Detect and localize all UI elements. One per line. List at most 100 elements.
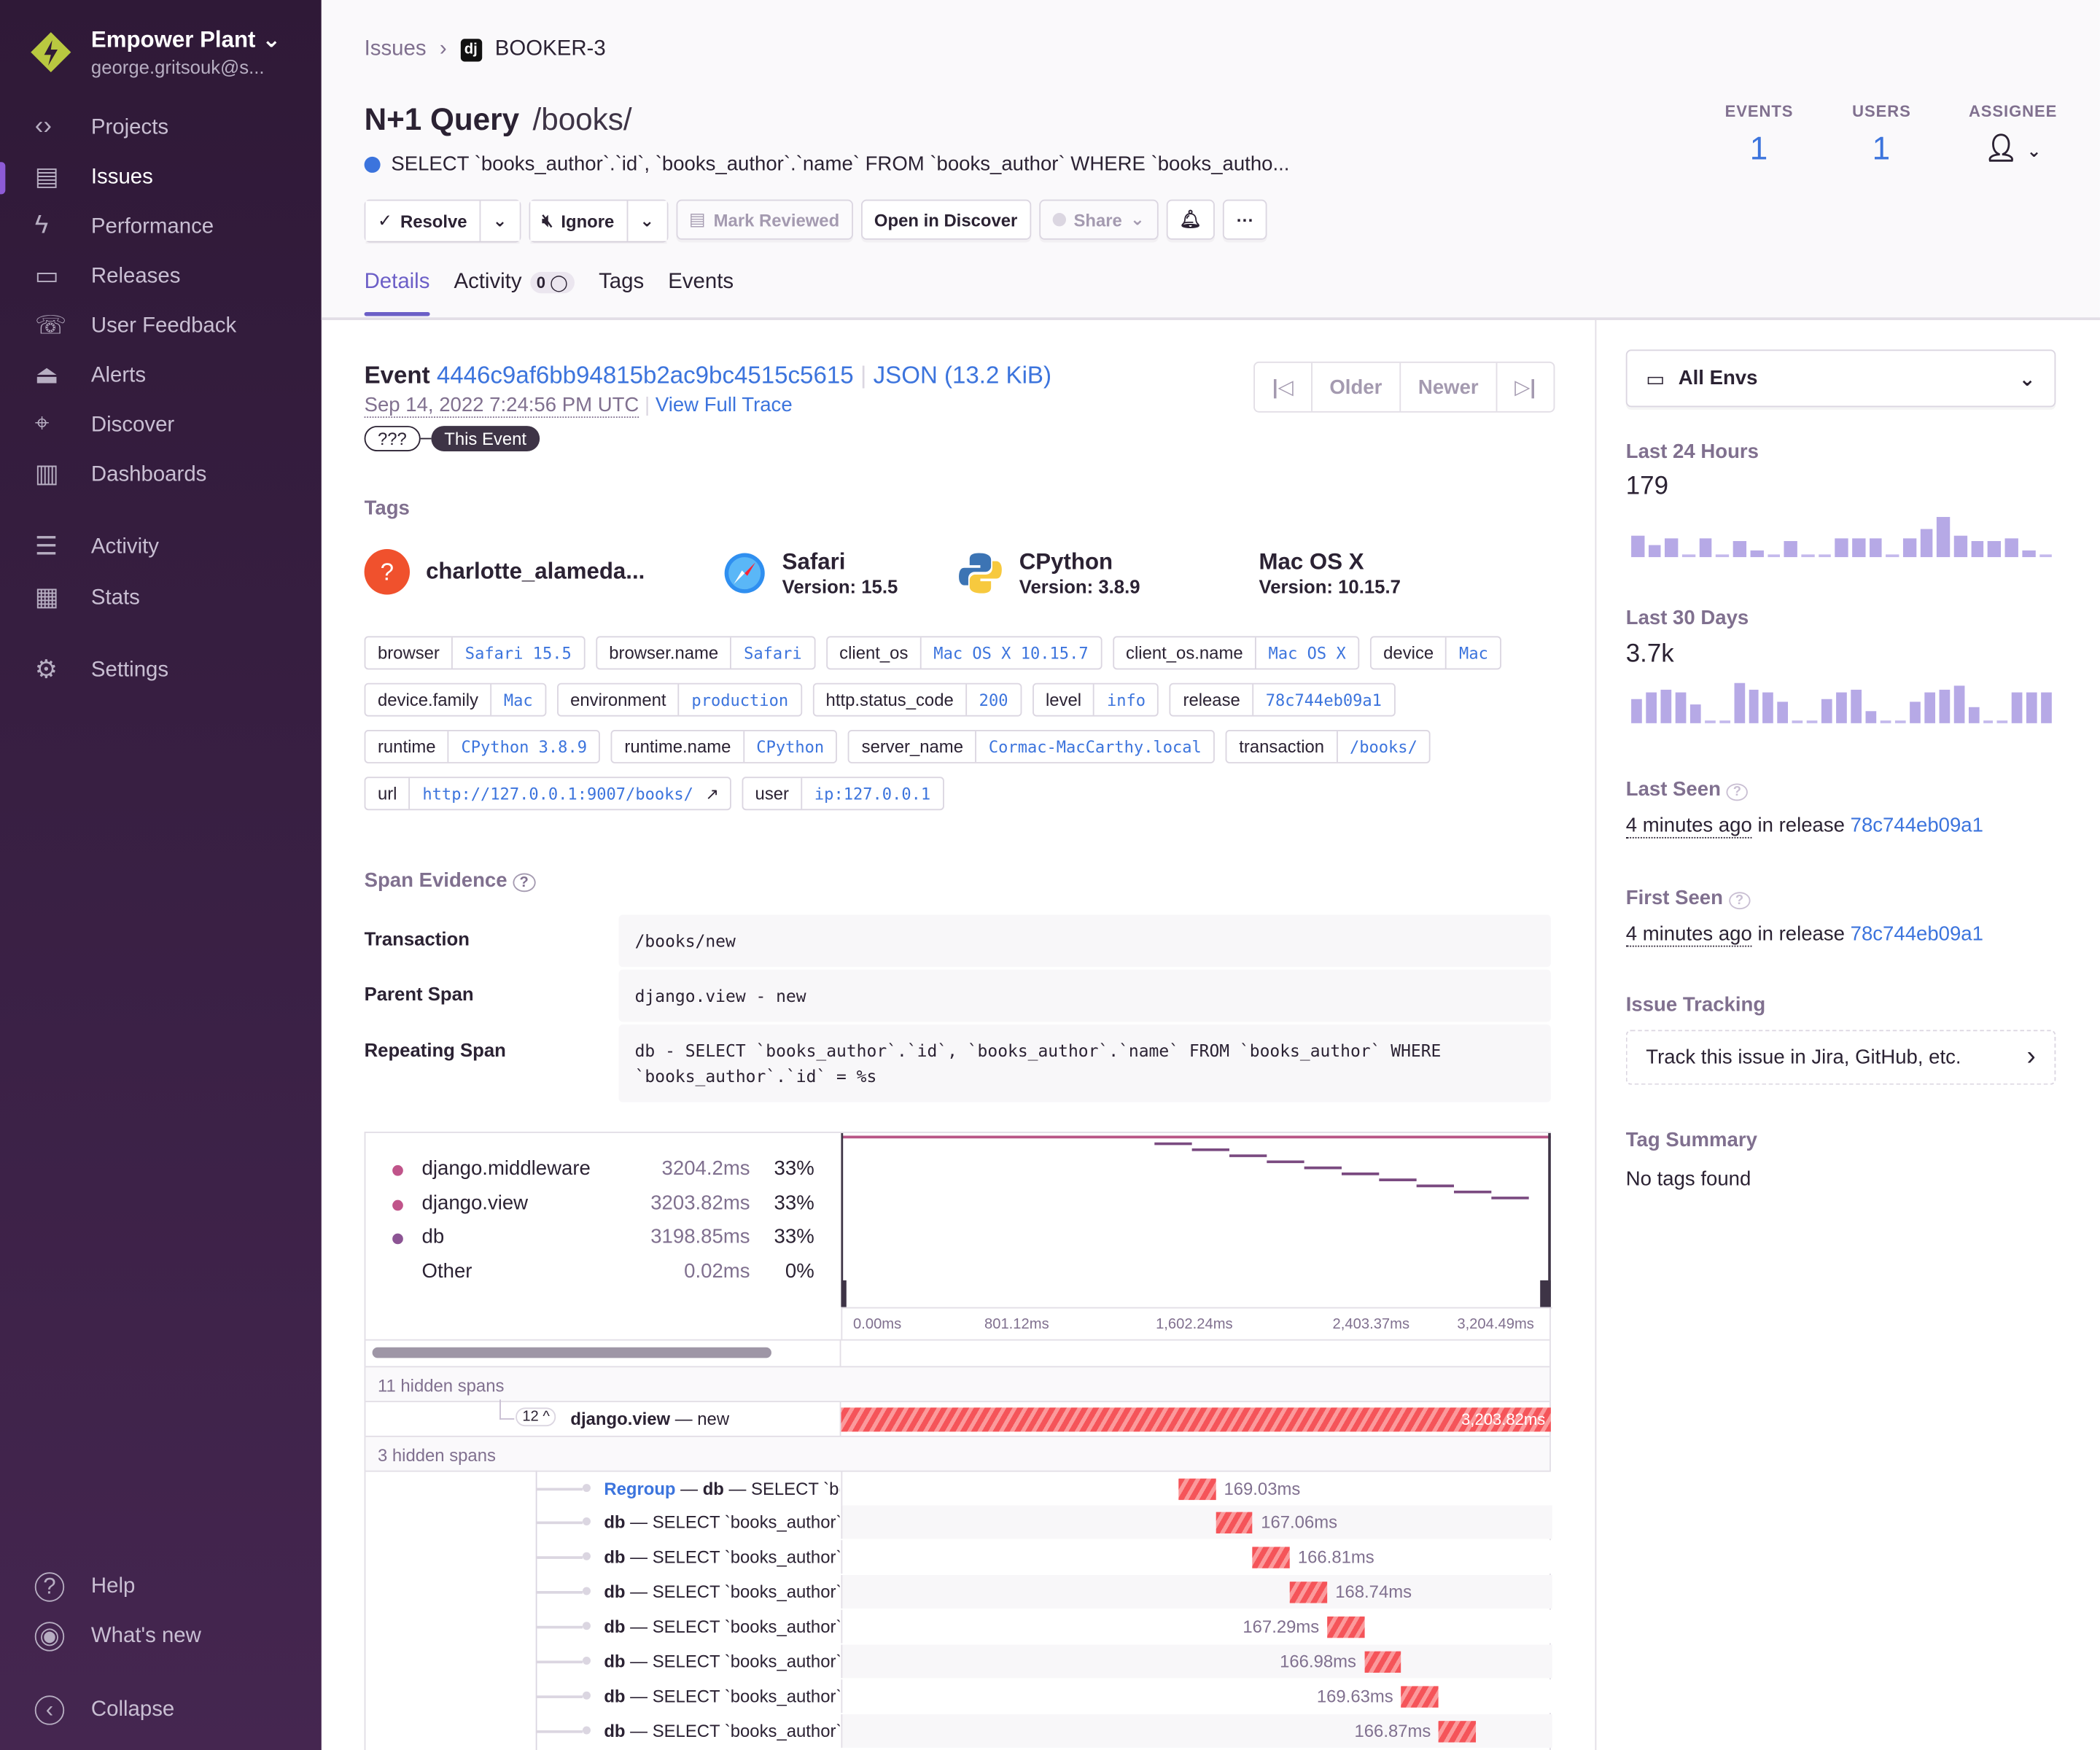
span-row[interactable]: db — SELECT `books_author` 167.06ms <box>365 1505 1549 1540</box>
hidden-spans-row[interactable]: 11 hidden spans <box>365 1366 1549 1401</box>
tag-value[interactable]: ip:127.0.0.1 <box>802 778 942 809</box>
sparkline-bar <box>1733 542 1746 557</box>
sidebar-item-issues[interactable]: ▤ Issues <box>0 155 322 201</box>
tag-pill[interactable]: browser Safari 15.5 <box>365 636 586 669</box>
tab-activity[interactable]: Activity 0 ◯ <box>454 271 575 314</box>
json-link[interactable]: JSON (13.2 KiB) <box>874 362 1051 389</box>
tag-value[interactable]: Safari 15.5 <box>453 637 583 668</box>
view-full-trace-link[interactable]: View Full Trace <box>656 394 793 416</box>
share-button[interactable]: Share ⌄ <box>1039 200 1159 240</box>
sidebar-item-alerts[interactable]: ⏏ Alerts <box>0 354 322 399</box>
resolve-dropdown[interactable]: ⌄ <box>479 201 519 241</box>
open-in-discover-button[interactable]: Open in Discover <box>861 200 1031 240</box>
last-30-days-sparkline[interactable] <box>1631 683 2052 723</box>
sidebar-question[interactable]: ? Help <box>0 1564 322 1609</box>
span-row[interactable]: Regroup — db — SELECT `books_author`169.… <box>365 1471 1549 1506</box>
tag-value[interactable]: Cormac-MacCarthy.local <box>976 731 1213 762</box>
release-link[interactable]: 78c744eb09a1 <box>1851 814 1983 837</box>
span-row-django-view[interactable]: 12 ^ django.view — new 3,203.82ms <box>365 1401 1549 1436</box>
hidden-spans-row[interactable]: 3 hidden spans <box>365 1436 1549 1471</box>
tag-pill[interactable]: user ip:127.0.0.1 <box>742 777 944 810</box>
span-bar <box>1178 1479 1216 1500</box>
environment-selector[interactable]: ▭ All Envs ⌄ <box>1626 349 2056 407</box>
span-row[interactable]: db — SELECT `books_author` 168.74ms <box>365 1575 1549 1610</box>
sidebar-item-releases[interactable]: ▭ Releases <box>0 254 322 300</box>
sidebar-item-discover[interactable]: ⌖ Discover <box>0 403 322 448</box>
tab-events[interactable]: Events <box>668 271 734 314</box>
tag-pill[interactable]: http.status_code 200 <box>812 683 1022 717</box>
event-heading: Event 4446c9af6bb94815b2ac9bc4515c5615 |… <box>365 362 1051 390</box>
sidebar-item-stats[interactable]: ▦ Stats <box>0 576 322 621</box>
tab-tags[interactable]: Tags <box>599 271 644 314</box>
tag-value[interactable]: production <box>680 685 801 715</box>
tag-value[interactable]: CPython 3.8.9 <box>449 731 599 762</box>
span-row[interactable]: db — SELECT `books_author` 167.29ms <box>365 1610 1549 1645</box>
tag-pill[interactable]: transaction/books/ <box>1226 730 1431 763</box>
more-actions-button[interactable]: ··· <box>1223 200 1267 240</box>
tag-pill[interactable]: browser.name Safari <box>596 636 815 669</box>
tag-pill[interactable]: level info <box>1032 683 1159 717</box>
sidebar-item-dashboards[interactable]: ▥ Dashboards <box>0 453 322 498</box>
first-event-button[interactable]: |◁ <box>1255 363 1311 411</box>
tag-value[interactable]: Mac OS X <box>1256 637 1358 668</box>
older-button[interactable]: Older <box>1311 363 1400 411</box>
ignore-dropdown[interactable]: ⌄ <box>626 201 666 241</box>
tag-value[interactable]: Mac <box>1447 637 1501 668</box>
org-name: Empower Plant <box>91 27 256 52</box>
tag-pill[interactable]: runtime.name CPython <box>611 730 838 763</box>
sidebar-item-activity[interactable]: ☰ Activity <box>0 525 322 570</box>
trace-node-unknown[interactable]: ??? <box>365 426 421 451</box>
span-row[interactable]: db — SELECT `books_author` 166.87ms <box>365 1714 1549 1749</box>
help-icon: ? <box>1727 783 1749 801</box>
span-row[interactable]: db — SELECT `books_author` 169.63ms <box>365 1679 1549 1714</box>
span-row[interactable]: db — SELECT `books_author` 166.81ms <box>365 1540 1549 1575</box>
track-issue-button[interactable]: Track this issue in Jira, GitHub, etc. › <box>1626 1030 2056 1084</box>
assignee-selector[interactable]: ASSIGNEE 👤︎ ⌄ <box>1969 102 2057 165</box>
tag-key: level <box>1033 685 1094 715</box>
tag-pill[interactable]: device.family Mac <box>365 683 546 717</box>
tag-value[interactable]: /books/ <box>1337 731 1429 762</box>
sidebar-item-performance[interactable]: ϟ Performance <box>0 205 322 250</box>
tag-value[interactable]: Mac <box>491 685 545 715</box>
tag-pill[interactable]: server_name Cormac-MacCarthy.local <box>848 730 1215 763</box>
event-id-link[interactable]: 4446c9af6bb94815b2ac9bc4515c5615 <box>437 362 854 389</box>
sidebar-collapse[interactable]: ‹ Collapse <box>0 1687 322 1732</box>
minimap[interactable] <box>841 1133 1550 1307</box>
org-switcher[interactable]: Empower Plant ⌄ george.gritsouk@s... <box>29 27 281 78</box>
sidebar-item-user-feedback[interactable]: ☏ User Feedback <box>0 304 322 349</box>
tag-value[interactable]: 200 <box>967 685 1020 715</box>
sparkline-bar <box>1903 539 1916 557</box>
newer-button[interactable]: Newer <box>1399 363 1496 411</box>
release-link[interactable]: 78c744eb09a1 <box>1851 922 1983 945</box>
tag-pill[interactable]: environment production <box>557 683 802 717</box>
tag-value[interactable]: Safari <box>732 637 814 668</box>
mark-reviewed-button[interactable]: ▤ Mark Reviewed <box>676 200 853 240</box>
tag-pill[interactable]: url http://127.0.0.1:9007/books/ ↗ <box>365 777 731 810</box>
sidebar-item-settings[interactable]: ⚙ Settings <box>0 648 322 693</box>
tag-pill[interactable]: runtime CPython 3.8.9 <box>365 730 601 763</box>
breadcrumb-issues[interactable]: Issues <box>365 37 427 61</box>
tag-pill[interactable]: release 78c744eb09a1 <box>1170 683 1395 717</box>
horizontal-scrollbar[interactable] <box>373 1348 771 1358</box>
tag-value[interactable]: http://127.0.0.1:9007/books/ <box>411 778 706 809</box>
tab-details[interactable]: Details <box>365 271 430 314</box>
sparkline-bar <box>1886 554 1899 557</box>
regroup-link[interactable]: Regroup <box>604 1479 675 1499</box>
collapse-children-button[interactable]: 12 ^ <box>516 1407 556 1426</box>
sidebar-item-projects[interactable]: ‹› Projects <box>0 106 322 151</box>
latest-event-button[interactable]: ▷| <box>1496 363 1553 411</box>
tag-pill[interactable]: client_os Mac OS X 10.15.7 <box>826 636 1102 669</box>
tag-value[interactable]: CPython <box>744 731 836 762</box>
ignore-button[interactable]: 🔇︎ Ignore <box>530 201 626 241</box>
tag-value[interactable]: info <box>1094 685 1157 715</box>
sidebar-broadcast[interactable]: ◉ What's new <box>0 1614 322 1659</box>
tag-value[interactable]: Mac OS X 10.15.7 <box>922 637 1100 668</box>
resolve-button[interactable]: ✓ Resolve <box>365 201 479 241</box>
tag-pill[interactable]: client_os.name Mac OS X <box>1113 636 1359 669</box>
subscribe-button[interactable]: 🔔︎ <box>1166 200 1215 240</box>
last-24-hours-sparkline[interactable] <box>1631 517 2052 557</box>
help-icon: ? <box>1729 892 1751 909</box>
span-row[interactable]: db — SELECT `books_author` 166.98ms <box>365 1644 1549 1679</box>
tag-value[interactable]: 78c744eb09a1 <box>1253 685 1393 715</box>
tag-pill[interactable]: device Mac <box>1370 636 1501 669</box>
